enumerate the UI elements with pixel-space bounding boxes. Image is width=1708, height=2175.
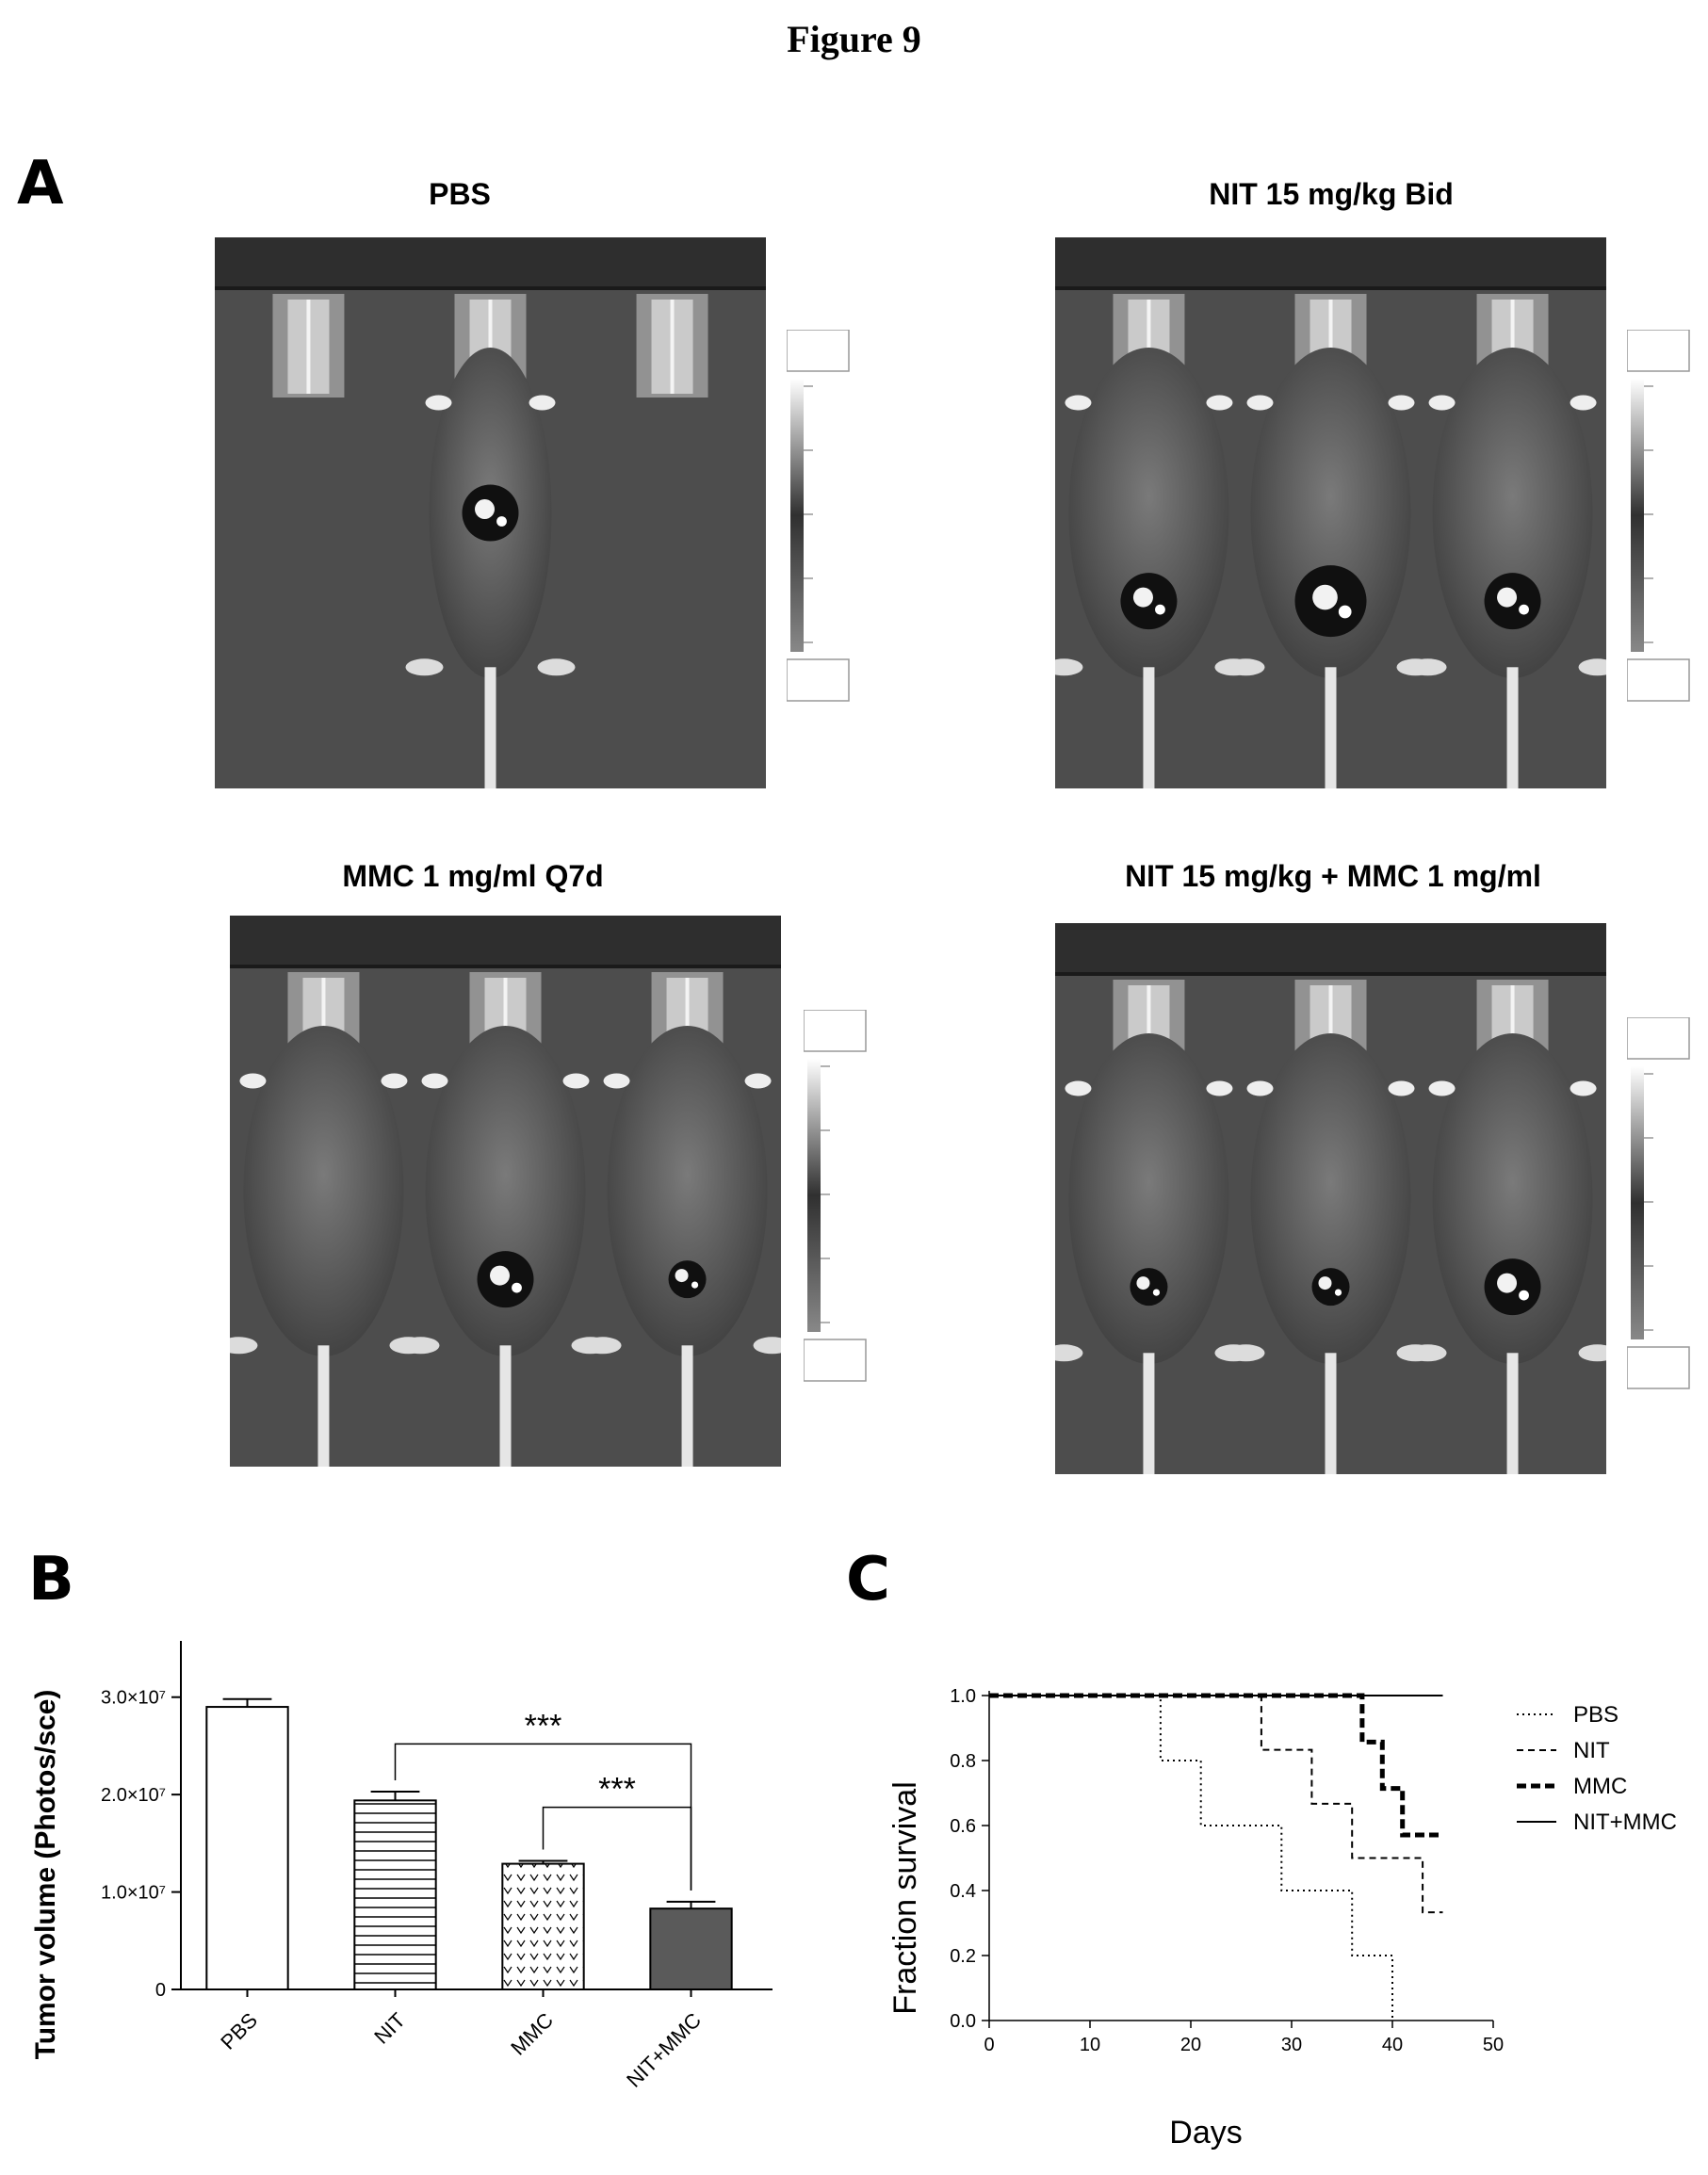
x-tick-label: PBS	[216, 2008, 262, 2054]
x-tick-label: 30	[1281, 2035, 1302, 2055]
x-tick-label: 40	[1382, 2035, 1403, 2055]
x-tick-label: MMC	[506, 2008, 558, 2060]
color-scale-bar	[803, 1009, 868, 1391]
survival-line-mmc	[989, 1693, 1443, 1838]
image-title-pbs: PBS	[429, 177, 491, 211]
color-scale-bar	[786, 329, 851, 711]
y-axis-label: Fraction survival	[887, 1781, 923, 2015]
y-tick-label: 0	[155, 1980, 166, 2001]
significance-label: ***	[525, 1708, 562, 1744]
y-tick-label: 0.8	[950, 1751, 976, 1772]
y-tick-label: 0.6	[950, 1816, 976, 1837]
x-tick-label: NIT+MMC	[622, 2008, 706, 2092]
x-tick-label: 20	[1180, 2035, 1201, 2055]
y-tick-label: 1.0×10⁷	[101, 1883, 166, 1904]
survival-curve-chart: 0.0 0.2 0.4 0.6 0.8 1.0 0 10 20 30 40 50 PBS NIT MMC NI…	[887, 1686, 1677, 2151]
bar-nit	[353, 1799, 437, 1990]
y-axis-label: Tumor volume (Photos/sce)	[30, 1690, 61, 2060]
color-scale-bar	[1626, 1016, 1691, 1399]
bioluminescence-image-nit-mmc	[1055, 923, 1606, 1474]
mouse-image	[230, 916, 781, 1467]
panel-label-c: C	[846, 1545, 890, 1615]
bioluminescence-image-pbs	[215, 237, 766, 788]
x-tick-label: 10	[1080, 2035, 1100, 2055]
mouse-image	[215, 237, 766, 788]
x-axis-label: Days	[1169, 2115, 1242, 2151]
legend-label: PBS	[1573, 1702, 1619, 1728]
bar-mmc	[501, 1862, 585, 1990]
mouse-image	[1055, 237, 1606, 788]
panel-label-b: B	[28, 1545, 74, 1615]
y-tick-label: 3.0×10⁷	[101, 1688, 166, 1709]
figure-title: Figure 9	[787, 18, 921, 60]
y-tick-label: 0.0	[950, 2011, 976, 2032]
x-tick-label: 50	[1483, 2035, 1504, 2055]
y-tick-label: 2.0×10⁷	[101, 1785, 166, 1806]
legend-label: NIT	[1573, 1738, 1610, 1763]
tumor-volume-bar-chart: 0 1.0×10⁷ 2.0×10⁷ 3.0×10⁷ PBS NIT MMC NIT+MMC **…	[30, 1641, 773, 2092]
y-tick-label: 0.4	[950, 1881, 976, 1902]
image-title-nit-mmc: NIT 15 mg/kg + MMC 1 mg/ml	[1125, 859, 1541, 893]
color-scale-bar	[1626, 329, 1691, 711]
bar-pbs	[205, 1706, 289, 1991]
mouse-image	[1055, 923, 1606, 1474]
bar-nit-mmc	[649, 1907, 733, 1991]
image-title-nit: NIT 15 mg/kg Bid	[1209, 177, 1454, 211]
survival-line-pbs	[989, 1695, 1393, 2021]
panel-label-a: A	[17, 149, 64, 219]
y-tick-label: 1.0	[950, 1686, 976, 1707]
bioluminescence-image-nit	[1055, 237, 1606, 788]
survival-line-nit	[989, 1695, 1443, 1914]
legend-label: MMC	[1573, 1774, 1627, 1799]
bioluminescence-image-mmc	[230, 916, 781, 1467]
x-tick-label: 0	[984, 2035, 994, 2055]
legend-label: NIT+MMC	[1573, 1810, 1677, 1835]
significance-label: ***	[598, 1772, 636, 1808]
image-title-mmc: MMC 1 mg/ml Q7d	[342, 859, 604, 893]
y-tick-label: 0.2	[950, 1946, 976, 1967]
x-tick-label: NIT	[369, 2008, 410, 2049]
